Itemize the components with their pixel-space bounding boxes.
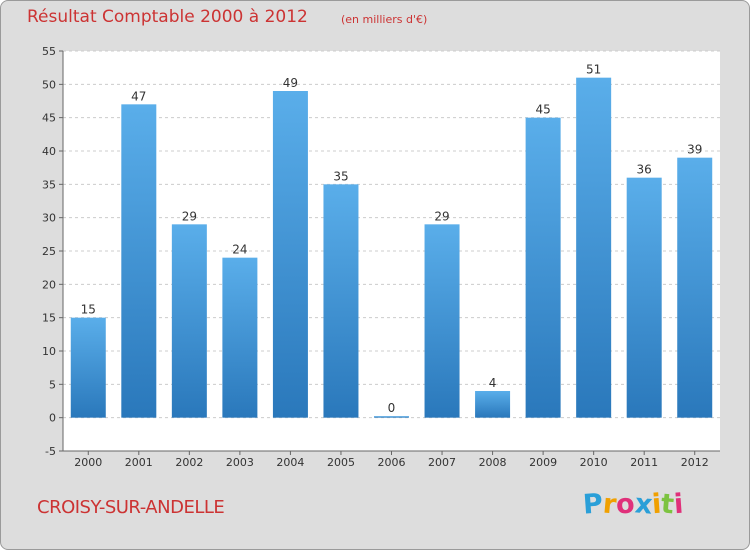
- y-tick-label: 0: [49, 412, 56, 425]
- bar-2001: [121, 104, 157, 418]
- bar-2000: [70, 317, 106, 418]
- logo-letter: i: [673, 488, 685, 521]
- y-tick-label: 45: [42, 112, 56, 125]
- y-tick-label: 20: [42, 278, 56, 291]
- x-tick-label: 2012: [681, 456, 709, 469]
- bar-2002: [171, 224, 207, 418]
- x-tick-label: 2008: [479, 456, 507, 469]
- y-tick-label: 35: [42, 178, 56, 191]
- value-label: 4: [489, 376, 497, 390]
- x-tick-label: 2000: [74, 456, 102, 469]
- value-label: 39: [687, 143, 702, 157]
- logo-letter: o: [615, 488, 636, 521]
- bar-2012: [677, 157, 713, 418]
- y-tick-label: 40: [42, 145, 56, 158]
- x-tick-label: 2003: [226, 456, 254, 469]
- bar-2005: [323, 184, 359, 418]
- x-tick-label: 2004: [276, 456, 304, 469]
- bar-2006: [374, 416, 409, 418]
- bar-2011: [626, 177, 662, 418]
- x-tick-label: 2005: [327, 456, 355, 469]
- bar-2010: [576, 77, 612, 418]
- value-label: 0: [388, 401, 396, 415]
- bars: 15 47 29 24 49 35 0 29 4 45 51 36 39: [70, 63, 713, 418]
- value-label: 49: [283, 76, 298, 90]
- x-tick-label: 2007: [428, 456, 456, 469]
- bar-2008: [475, 391, 511, 418]
- y-tick-label: -5: [45, 445, 56, 458]
- y-axis: -5 0 5 10 15 20 25 30 35 40 45 50 55: [42, 45, 64, 458]
- y-tick-label: 50: [42, 78, 56, 91]
- commune-name: CROISY-SUR-ANDELLE: [37, 497, 225, 518]
- y-tick-label: 55: [42, 45, 56, 58]
- value-label: 24: [232, 243, 247, 257]
- x-tick-label: 2002: [175, 456, 203, 469]
- chart-title: Résultat Comptable 2000 à 2012: [27, 7, 308, 27]
- proxiti-logo: Proxiti: [581, 488, 685, 521]
- x-tick-label: 2011: [630, 456, 658, 469]
- bar-2009: [525, 117, 561, 418]
- value-label: 15: [81, 303, 96, 317]
- value-label: 45: [535, 103, 550, 117]
- value-label: 29: [434, 209, 449, 223]
- y-tick-label: 15: [42, 312, 56, 325]
- value-label: 35: [333, 169, 348, 183]
- logo-letter: P: [581, 488, 604, 521]
- x-tick-label: 2006: [378, 456, 406, 469]
- value-label: 36: [637, 163, 652, 177]
- y-tick-label: 5: [49, 378, 56, 391]
- chart-subtitle: (en milliers d'€): [341, 13, 428, 26]
- value-label: 47: [131, 89, 146, 103]
- x-tick-label: 2001: [125, 456, 153, 469]
- value-label: 51: [586, 63, 601, 77]
- x-tick-label: 2009: [529, 456, 557, 469]
- bar-2004: [272, 91, 308, 418]
- y-tick-label: 10: [42, 345, 56, 358]
- x-tick-label: 2010: [580, 456, 608, 469]
- bar-2003: [222, 257, 258, 418]
- x-axis: 2000 2001 2002 2003 2004 2005 2006 2007 2008 2009…: [63, 450, 720, 469]
- y-tick-label: 25: [42, 245, 56, 258]
- value-label: 29: [182, 209, 197, 223]
- y-tick-label: 30: [42, 212, 56, 225]
- bar-2007: [424, 224, 460, 418]
